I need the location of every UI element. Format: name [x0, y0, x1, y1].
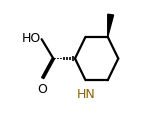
- Text: O: O: [37, 83, 47, 96]
- Text: HN: HN: [77, 88, 95, 101]
- Polygon shape: [108, 14, 113, 37]
- Text: HO: HO: [22, 32, 41, 45]
